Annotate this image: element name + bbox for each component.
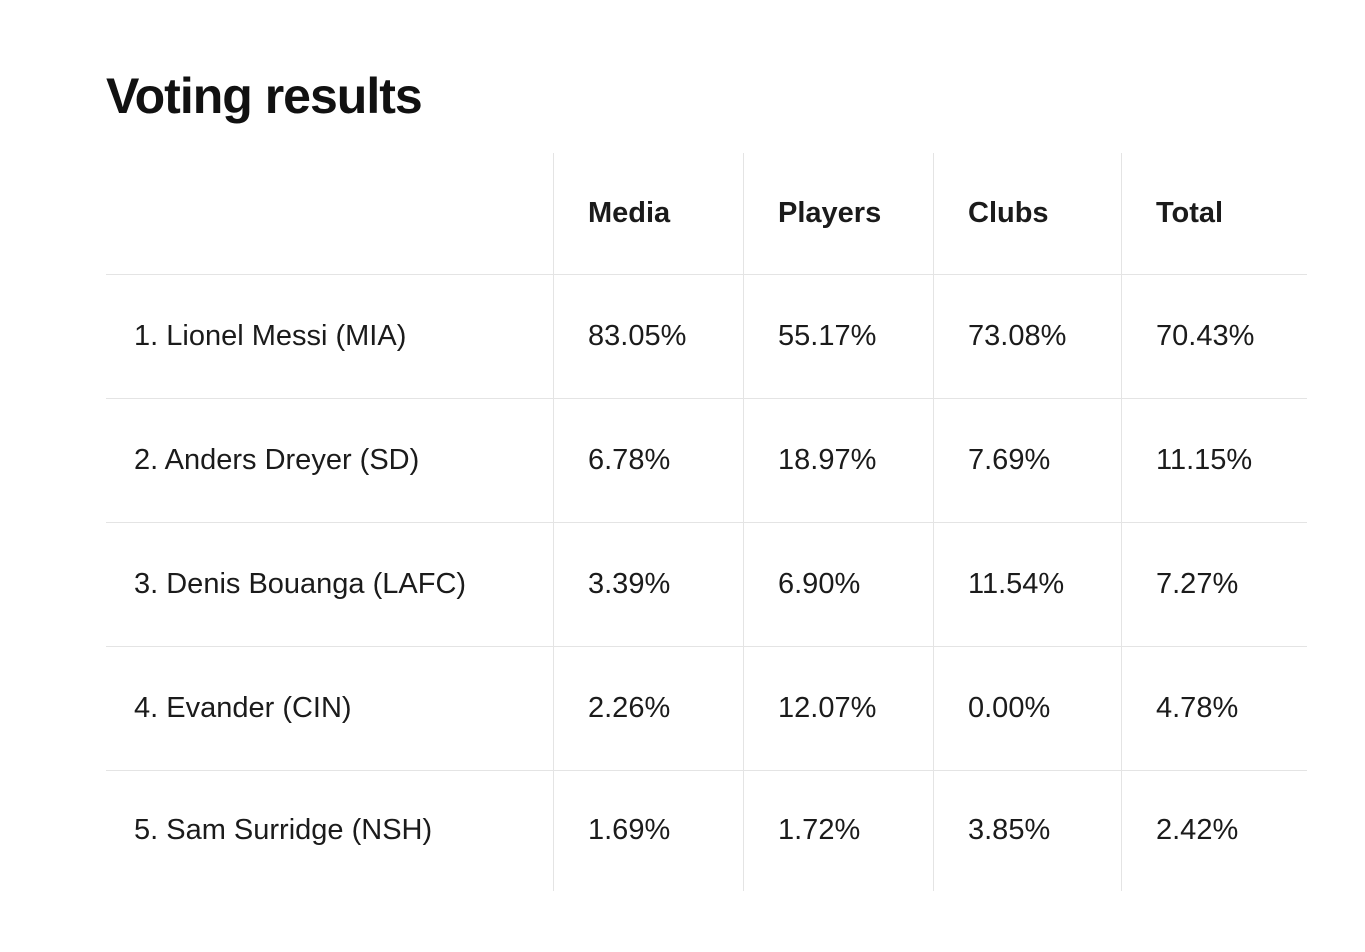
clubs-value-cell: 7.69% bbox=[933, 397, 1121, 522]
players-value-cell: 18.97% bbox=[743, 397, 933, 522]
player-name-cell: 3. Denis Bouanga (LAFC) bbox=[106, 521, 553, 646]
player-name-cell: 2. Anders Dreyer (SD) bbox=[106, 397, 553, 522]
header-total: Total bbox=[1121, 152, 1307, 274]
header-clubs: Clubs bbox=[933, 152, 1121, 274]
player-name-cell: 4. Evander (CIN) bbox=[106, 645, 553, 770]
media-value-cell: 2.26% bbox=[553, 645, 743, 770]
total-value-cell: 11.15% bbox=[1121, 397, 1307, 522]
voting-results-section: Voting results Media Players Clubs Total… bbox=[106, 68, 1307, 891]
media-value-cell: 3.39% bbox=[553, 521, 743, 646]
clubs-value-cell: 73.08% bbox=[933, 273, 1121, 398]
clubs-value-cell: 3.85% bbox=[933, 769, 1121, 891]
total-value-cell: 2.42% bbox=[1121, 769, 1307, 891]
players-value-cell: 55.17% bbox=[743, 273, 933, 398]
media-value-cell: 83.05% bbox=[553, 273, 743, 398]
header-players: Players bbox=[743, 152, 933, 274]
page-title: Voting results bbox=[106, 68, 423, 124]
header-player-empty bbox=[106, 152, 553, 274]
total-value-cell: 70.43% bbox=[1121, 273, 1307, 398]
clubs-value-cell: 0.00% bbox=[933, 645, 1121, 770]
total-value-cell: 7.27% bbox=[1121, 521, 1307, 646]
players-value-cell: 12.07% bbox=[743, 645, 933, 770]
voting-results-table: Media Players Clubs Total 1. Lionel Mess… bbox=[106, 152, 1307, 891]
clubs-value-cell: 11.54% bbox=[933, 521, 1121, 646]
media-value-cell: 6.78% bbox=[553, 397, 743, 522]
media-value-cell: 1.69% bbox=[553, 769, 743, 891]
header-media: Media bbox=[553, 152, 743, 274]
player-name-cell: 5. Sam Surridge (NSH) bbox=[106, 769, 553, 891]
player-name-cell: 1. Lionel Messi (MIA) bbox=[106, 273, 553, 398]
total-value-cell: 4.78% bbox=[1121, 645, 1307, 770]
players-value-cell: 1.72% bbox=[743, 769, 933, 891]
players-value-cell: 6.90% bbox=[743, 521, 933, 646]
